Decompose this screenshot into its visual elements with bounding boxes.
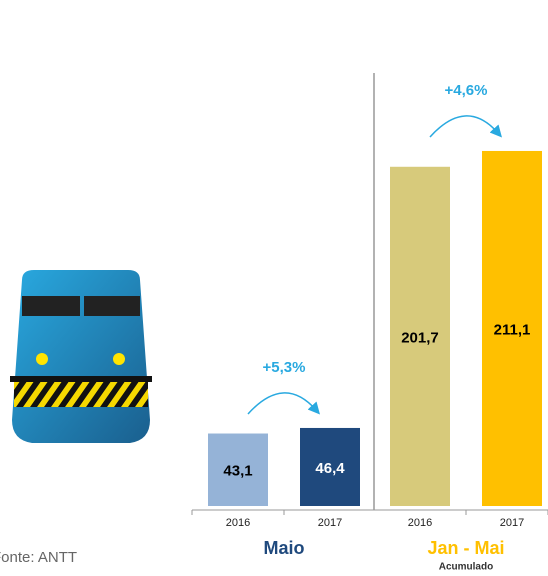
bar bbox=[390, 166, 450, 506]
group-label: Jan - Mai bbox=[427, 538, 504, 558]
change-arrow bbox=[247, 392, 320, 415]
x-tick-label: 2017 bbox=[500, 517, 524, 529]
bar bbox=[300, 427, 360, 506]
value-label: 211,1 bbox=[494, 321, 531, 338]
x-tick-label: 2017 bbox=[318, 517, 342, 529]
change-arrow bbox=[429, 115, 502, 138]
train-icon bbox=[10, 270, 152, 443]
bar bbox=[482, 150, 542, 506]
group-label: Maio bbox=[263, 538, 304, 558]
group-sublabel: Acumulado bbox=[439, 562, 493, 573]
value-label: 43,1 bbox=[223, 463, 252, 480]
bar bbox=[208, 433, 268, 506]
x-tick-label: 2016 bbox=[226, 517, 250, 529]
change-label: +4,6% bbox=[445, 82, 488, 99]
value-label: 201,7 bbox=[401, 329, 439, 346]
change-label: +5,3% bbox=[263, 359, 306, 376]
x-tick-label: 2016 bbox=[408, 517, 432, 529]
source: Fonte: ANTT bbox=[0, 549, 77, 566]
value-label: 46,4 bbox=[315, 460, 345, 477]
